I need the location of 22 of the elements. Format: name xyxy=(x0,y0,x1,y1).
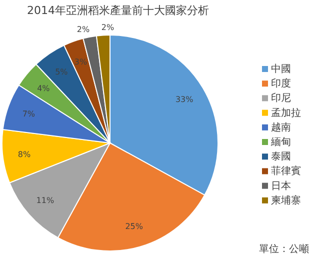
data-label: 2% xyxy=(76,25,90,34)
legend-label: 越南 xyxy=(271,121,291,134)
legend-label: 印尼 xyxy=(271,92,291,104)
data-label: 2% xyxy=(101,23,114,32)
data-label: 8% xyxy=(18,150,32,159)
data-label: 5% xyxy=(55,68,68,77)
legend-label: 印度 xyxy=(271,78,291,90)
legend-label: 中國 xyxy=(271,63,291,75)
data-label: 25% xyxy=(125,222,144,231)
legend-label: 緬甸 xyxy=(270,136,291,148)
data-label: 33% xyxy=(175,95,194,104)
legend-label: 孟加拉 xyxy=(271,106,301,119)
text: 單位：公噸 xyxy=(259,243,309,255)
data-label: 11% xyxy=(36,196,54,206)
data-label: 4% xyxy=(37,84,50,93)
legend-label: 菲律賓 xyxy=(271,165,301,178)
legend-label: 泰國 xyxy=(271,152,291,163)
chart-title: 2014年亞洲稻米產量前十大國家分析 xyxy=(27,4,209,17)
data-label: 3% xyxy=(74,58,88,67)
data-label: 7% xyxy=(22,110,36,119)
legend-label: 柬埔寨 xyxy=(271,194,301,206)
legend-label: 日本 xyxy=(271,180,291,192)
